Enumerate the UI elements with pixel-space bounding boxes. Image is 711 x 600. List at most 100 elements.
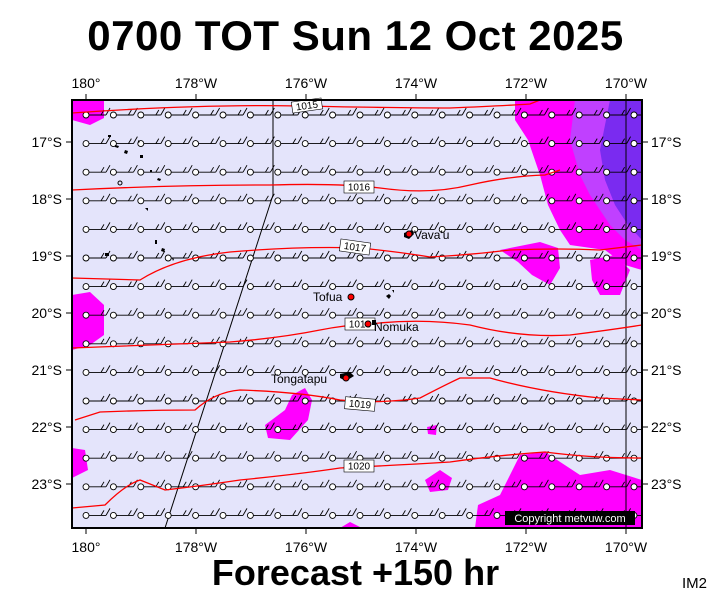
wind-barb <box>219 136 248 148</box>
wind-barb <box>164 479 193 491</box>
wind-barb <box>219 479 248 491</box>
lon-label-top: 172°W <box>505 75 548 91</box>
wind-barb <box>164 422 193 434</box>
lat-label-left: 19°S <box>31 248 62 264</box>
rain-band-19s <box>500 242 560 285</box>
wind-barb <box>575 279 604 291</box>
rain-area-southeast <box>475 452 642 528</box>
wind-barb <box>82 422 111 434</box>
lon-label-top: 176°W <box>285 75 328 91</box>
wind-barb <box>383 336 412 348</box>
wind-barb <box>246 222 275 233</box>
wind-barb <box>82 365 111 376</box>
wind-barb <box>137 250 166 262</box>
forecast-caption: Forecast +150 hr <box>211 552 500 593</box>
isobar-labels: 1015 1016 1017 1018 1019 1020 <box>290 97 376 473</box>
wind-barb <box>383 136 412 148</box>
wind-barb <box>246 307 275 319</box>
wind-barb <box>82 450 111 462</box>
wind-barb <box>630 140 642 148</box>
wind-barb <box>383 450 412 462</box>
wind-barb <box>630 254 642 262</box>
wind-barb <box>301 193 330 205</box>
tongatapu-label: Tongatapu <box>271 372 327 386</box>
tongatapu-marker[interactable] <box>342 374 350 382</box>
wind-barb <box>274 222 303 233</box>
wind-barb <box>246 164 275 176</box>
wind-barb <box>329 450 357 462</box>
wind-barb <box>329 136 357 148</box>
wind-barb <box>356 307 385 319</box>
wind-barb <box>356 136 385 148</box>
wind-barb <box>575 422 604 434</box>
wind-barb <box>246 422 275 434</box>
isobar-1015 <box>72 100 541 114</box>
wind-barb <box>109 279 138 291</box>
wind-barb <box>164 307 193 319</box>
wind-barb <box>466 307 494 319</box>
wind-barb <box>192 508 220 519</box>
lat-label-right: 17°S <box>651 134 682 150</box>
lat-label-right: 21°S <box>651 362 682 378</box>
wind-barb <box>466 393 494 405</box>
tofua-marker[interactable] <box>347 293 355 301</box>
wind-barb <box>219 450 248 462</box>
wind-barb <box>411 336 440 348</box>
island-ring <box>117 180 123 186</box>
wind-barb <box>630 111 642 119</box>
wind-barb <box>575 222 604 233</box>
wind-barb <box>164 193 193 205</box>
wind-barb <box>192 422 220 434</box>
wind-barb <box>274 479 303 491</box>
wind-barb <box>520 450 549 462</box>
wind-barb <box>438 222 467 233</box>
lon-label-bottom: 176°W <box>285 539 328 555</box>
isobar-1017 <box>72 244 642 281</box>
wind-barb <box>630 368 642 376</box>
wind-barb <box>109 450 138 462</box>
wind-barb <box>164 222 193 233</box>
wind-barb <box>493 393 522 405</box>
wind-barb <box>301 393 330 405</box>
place-markers: Vava'u Tofua Nomuka Tongatapu <box>271 228 449 386</box>
nomuka-label: Nomuka <box>374 320 419 334</box>
lat-label-left: 21°S <box>31 362 62 378</box>
wind-barb <box>356 164 385 176</box>
longitude-labels-bottom: 180° 178°W 176°W 174°W 172°W 170°W <box>72 539 648 555</box>
wind-barb <box>109 336 138 348</box>
wind-barb <box>438 336 467 348</box>
wind-barb <box>603 222 631 233</box>
wind-barb <box>383 107 412 119</box>
wind-barb <box>329 107 357 119</box>
isobar-1020 <box>72 451 642 509</box>
wind-barb <box>383 307 412 319</box>
wind-barb <box>493 222 522 233</box>
vavau-marker[interactable] <box>405 230 413 238</box>
wind-barb <box>520 222 549 233</box>
svg-text:1016: 1016 <box>348 183 371 194</box>
wind-barb <box>246 250 275 262</box>
nomuka-marker[interactable] <box>364 320 372 328</box>
wind-barb <box>520 193 549 205</box>
wind-barb <box>137 450 166 462</box>
wind-barb <box>274 307 303 319</box>
wind-barb <box>466 136 494 148</box>
wind-barb <box>219 222 248 233</box>
copyright-text: Copyright metvuw.com <box>514 513 625 525</box>
image-code: IM2 <box>681 575 707 592</box>
svg-text:1015: 1015 <box>295 99 319 113</box>
wind-barb <box>192 222 220 233</box>
wind-barb <box>164 450 193 462</box>
wind-barb <box>603 479 631 491</box>
wind-barb <box>246 393 275 405</box>
wind-barb <box>192 107 220 119</box>
lat-label-right: 19°S <box>651 248 682 264</box>
wind-barb <box>137 107 166 119</box>
wind-barb <box>109 508 138 519</box>
latitude-labels-right: 17°S 18°S 19°S 20°S 21°S 22°S 23°S <box>651 134 682 492</box>
lat-label-left: 18°S <box>31 191 62 207</box>
wind-barb <box>411 393 440 405</box>
lon-label-top: 178°W <box>175 75 218 91</box>
wind-barb <box>356 365 385 376</box>
wind-barb <box>438 450 467 462</box>
